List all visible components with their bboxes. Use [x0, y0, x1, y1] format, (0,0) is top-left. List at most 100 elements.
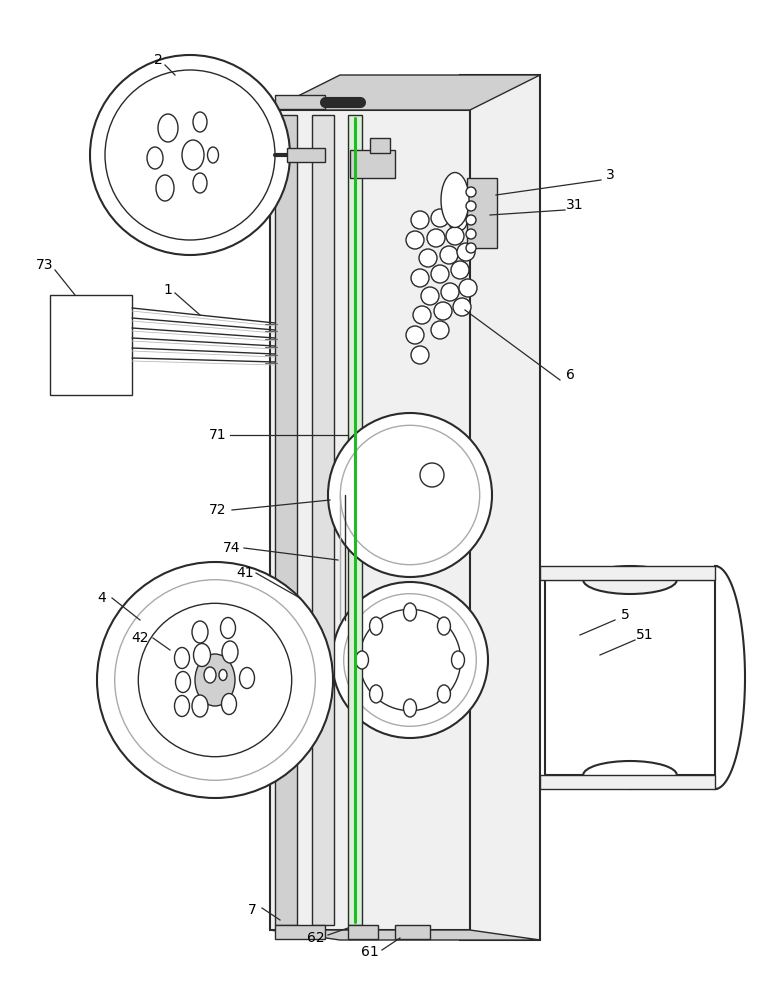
Circle shape	[441, 283, 459, 301]
Circle shape	[466, 215, 476, 225]
Ellipse shape	[583, 761, 677, 789]
Circle shape	[332, 582, 488, 738]
Ellipse shape	[193, 112, 207, 132]
Text: 73: 73	[36, 258, 54, 272]
Bar	[312, 115, 334, 925]
Bar	[540, 775, 715, 789]
Ellipse shape	[438, 685, 451, 703]
Circle shape	[411, 211, 429, 229]
Text: 61: 61	[361, 945, 379, 959]
Bar	[395, 925, 430, 939]
Ellipse shape	[192, 621, 208, 643]
Circle shape	[449, 213, 467, 231]
Circle shape	[466, 187, 476, 197]
Circle shape	[90, 55, 290, 255]
Bar	[540, 566, 715, 580]
Text: 74: 74	[223, 541, 241, 555]
Text: 4: 4	[98, 591, 106, 605]
Text: 71: 71	[209, 428, 227, 442]
Ellipse shape	[355, 651, 368, 669]
Polygon shape	[270, 75, 540, 110]
Ellipse shape	[175, 696, 189, 716]
Text: 31: 31	[566, 198, 584, 212]
Ellipse shape	[182, 140, 204, 170]
Text: 7: 7	[248, 903, 256, 917]
Circle shape	[359, 609, 461, 711]
Ellipse shape	[219, 670, 227, 680]
Circle shape	[431, 321, 449, 339]
Bar	[350, 150, 395, 178]
Text: 51: 51	[636, 628, 654, 642]
Ellipse shape	[158, 114, 178, 142]
Text: 41: 41	[236, 566, 254, 580]
Bar	[275, 95, 325, 109]
Circle shape	[451, 261, 469, 279]
Text: 72: 72	[209, 503, 227, 517]
Ellipse shape	[195, 654, 235, 706]
Bar	[50, 295, 132, 395]
Ellipse shape	[175, 672, 191, 692]
Text: 62: 62	[307, 931, 325, 945]
Circle shape	[421, 287, 439, 305]
Circle shape	[431, 209, 449, 227]
Ellipse shape	[370, 685, 382, 703]
Bar	[275, 925, 325, 939]
Ellipse shape	[156, 175, 174, 201]
Ellipse shape	[194, 644, 211, 666]
Circle shape	[138, 603, 291, 757]
Ellipse shape	[221, 694, 237, 714]
Circle shape	[427, 229, 445, 247]
Circle shape	[420, 463, 444, 487]
Circle shape	[413, 306, 431, 324]
Ellipse shape	[221, 617, 235, 639]
Circle shape	[411, 269, 429, 287]
Circle shape	[453, 298, 471, 316]
Text: 3: 3	[606, 168, 614, 182]
Bar	[287, 148, 325, 162]
Bar	[275, 115, 297, 925]
Bar	[467, 178, 497, 248]
Ellipse shape	[583, 566, 677, 594]
Text: 42: 42	[131, 631, 148, 645]
Bar	[545, 580, 715, 775]
Bar	[270, 110, 470, 930]
Circle shape	[431, 265, 449, 283]
Circle shape	[419, 249, 437, 267]
Circle shape	[406, 231, 424, 249]
Bar	[370, 138, 390, 153]
Polygon shape	[270, 930, 540, 940]
Bar	[460, 75, 540, 940]
Ellipse shape	[192, 695, 208, 717]
Circle shape	[406, 326, 424, 344]
Circle shape	[466, 201, 476, 211]
Ellipse shape	[193, 173, 207, 193]
Ellipse shape	[147, 147, 163, 169]
Circle shape	[466, 243, 476, 253]
Ellipse shape	[441, 172, 469, 228]
Circle shape	[459, 279, 477, 297]
Text: 2: 2	[154, 53, 162, 67]
Circle shape	[344, 594, 476, 726]
Circle shape	[457, 243, 475, 261]
Text: 6: 6	[565, 368, 574, 382]
Ellipse shape	[208, 147, 218, 163]
Circle shape	[446, 227, 464, 245]
Ellipse shape	[438, 617, 451, 635]
Text: 1: 1	[164, 283, 172, 297]
Ellipse shape	[222, 641, 238, 663]
Ellipse shape	[370, 617, 382, 635]
Ellipse shape	[175, 648, 189, 668]
Ellipse shape	[404, 603, 417, 621]
Text: 5: 5	[621, 608, 629, 622]
Ellipse shape	[239, 668, 255, 688]
Ellipse shape	[404, 699, 417, 717]
Circle shape	[97, 562, 333, 798]
Bar	[348, 115, 362, 925]
Circle shape	[341, 425, 480, 565]
Circle shape	[434, 302, 452, 320]
Circle shape	[328, 413, 492, 577]
Circle shape	[115, 580, 315, 780]
Circle shape	[411, 346, 429, 364]
Circle shape	[466, 229, 476, 239]
Circle shape	[440, 246, 458, 264]
